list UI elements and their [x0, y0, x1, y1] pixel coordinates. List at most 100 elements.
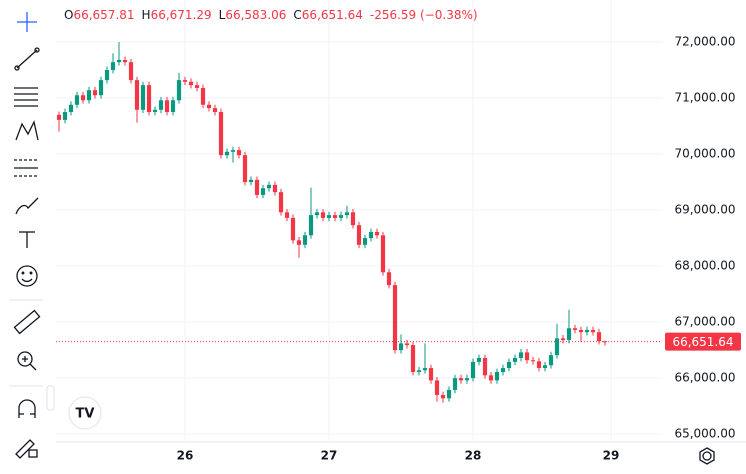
zoom-tool[interactable]: [17, 351, 37, 371]
candle-body: [212, 108, 218, 113]
candle-body: [224, 151, 230, 156]
candle-body: [338, 215, 344, 218]
settings-button[interactable]: [699, 447, 715, 465]
low-value: 66,583.06: [225, 8, 287, 22]
candle-body: [506, 361, 512, 369]
brush-tool[interactable]: [15, 197, 39, 215]
candle-body: [164, 100, 170, 113]
magnet-tool[interactable]: [18, 399, 36, 418]
candle-body: [392, 285, 398, 351]
fib-tool[interactable]: [14, 87, 38, 107]
candle-body: [116, 59, 122, 63]
candle-body: [398, 343, 404, 351]
candle-body: [272, 184, 278, 193]
candle-body: [188, 81, 194, 86]
candle-body: [350, 212, 356, 226]
candle-body: [320, 212, 326, 218]
candle-body: [326, 215, 332, 218]
candle-body: [524, 352, 530, 361]
candle-body: [590, 329, 596, 333]
candle-body: [422, 368, 428, 371]
pattern-tool[interactable]: [15, 120, 39, 141]
candle-body: [158, 100, 164, 110]
candle-body: [110, 62, 116, 71]
candle-body: [488, 375, 494, 381]
plot: 65,000.00 66,000.00 67,000.00 68,000.00 69,0…: [56, 0, 741, 463]
candle-body: [344, 212, 350, 216]
candle-body: [266, 184, 272, 189]
candle-body: [596, 332, 602, 342]
y-tick-label: 67,000.00: [674, 315, 735, 329]
high-value: 66,671.29: [150, 8, 212, 22]
candle-body: [572, 328, 578, 330]
candle-body: [140, 85, 146, 110]
lock-draw-tool[interactable]: [15, 439, 38, 459]
price-tag: [665, 332, 741, 351]
close-value: 66,651.64: [301, 8, 363, 22]
x-tick-label: 28: [465, 449, 482, 463]
candle-body: [296, 240, 302, 245]
candle-body: [242, 155, 248, 183]
candle-body: [464, 378, 470, 381]
candle-body: [176, 80, 182, 101]
crosshair-tool[interactable]: [17, 12, 37, 32]
candle-body: [518, 352, 524, 358]
candle-body: [554, 338, 560, 356]
trend-line-tool[interactable]: [14, 47, 40, 71]
toolbar-collapse[interactable]: [46, 385, 55, 411]
y-tick-label: 72,000.00: [674, 35, 735, 49]
candle-body: [284, 212, 290, 218]
candle-body: [368, 231, 374, 239]
candle-body: [122, 59, 128, 63]
logo-mark: TV: [76, 407, 95, 422]
logo[interactable]: [68, 396, 102, 430]
candle-body: [410, 345, 416, 372]
candle-body: [200, 87, 206, 105]
candle-body: [194, 85, 200, 88]
candle-body: [80, 95, 86, 101]
high-key: H: [141, 8, 151, 22]
candle-body: [494, 371, 500, 381]
candle-body: [236, 150, 242, 156]
y-tick-label: 66,000.00: [674, 371, 735, 385]
candle-body: [98, 80, 104, 96]
candle-body: [230, 150, 236, 152]
candle-body: [446, 389, 452, 399]
candle-body: [128, 62, 134, 81]
x-tick-label: 29: [603, 449, 620, 463]
x-tick-label: 27: [321, 449, 338, 463]
candle-body: [290, 217, 296, 241]
candle-body: [248, 179, 254, 183]
text-tool[interactable]: [19, 231, 35, 248]
candle-body: [512, 357, 518, 362]
candle-body: [146, 85, 152, 113]
candle-body: [68, 104, 74, 113]
candle-body: [182, 80, 188, 82]
y-tick-label: 65,000.00: [674, 427, 735, 441]
open-key: O: [64, 8, 74, 22]
candle-body: [74, 95, 80, 105]
icon-tool[interactable]: [16, 265, 38, 287]
ruler-tool[interactable]: [13, 309, 41, 335]
candle-body: [380, 235, 386, 273]
candle-body: [542, 365, 548, 369]
price-tag-label: 66,651.64: [672, 335, 733, 349]
candle-body: [584, 329, 590, 333]
candle-body: [458, 378, 464, 381]
candle-body: [476, 357, 482, 362]
open-value: 66,657.81: [73, 8, 135, 22]
forecast-tool[interactable]: [14, 159, 38, 177]
candle-body: [356, 225, 362, 245]
candle-body: [566, 328, 572, 341]
candle-body: [386, 272, 392, 286]
candle-body: [362, 238, 368, 245]
candle-body: [152, 109, 158, 113]
candle-body: [254, 179, 260, 195]
candle-body: [374, 231, 380, 236]
candle-body: [308, 215, 314, 236]
candle-body: [56, 114, 62, 120]
y-tick-label: 70,000.00: [674, 147, 735, 161]
candle-body: [404, 343, 410, 346]
